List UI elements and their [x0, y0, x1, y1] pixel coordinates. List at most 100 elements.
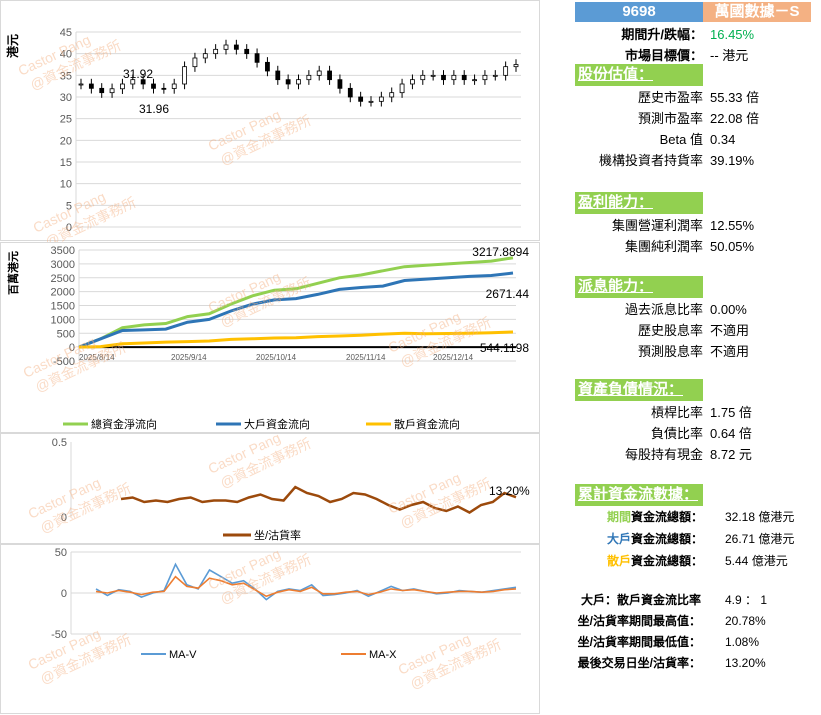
metric-row: 歷史股息率 不適用: [575, 320, 821, 341]
stat-row: 大戶：散戶資金流比率 4.9 ： 1: [575, 590, 821, 611]
legend-label: MA-V: [169, 649, 197, 661]
flow-value: 26.71 億港元: [725, 532, 795, 546]
metric-label: 集團營運利潤率: [611, 218, 703, 233]
legend-label: 坐/沽貨率: [254, 528, 301, 542]
stat-label: 坐/沽貨率期間最高值：: [577, 614, 701, 628]
y-tick-label: 500: [57, 328, 75, 340]
candle-body: [202, 53, 208, 59]
metric-row: 預測股息率 不適用: [575, 341, 821, 362]
candle-body: [78, 83, 84, 86]
candle-body: [347, 87, 353, 98]
metric-row: Beta 值 0.34: [575, 129, 821, 150]
flow-prefix: 散戶: [606, 554, 631, 568]
metric-value: 8.72 元: [710, 447, 752, 462]
x-tick-label: 2025/12/14: [433, 353, 474, 362]
flow-label: 期間資金流總額：: [607, 507, 703, 528]
candle-body: [482, 74, 488, 81]
candle-body: [130, 79, 136, 85]
candle-body: [151, 83, 156, 89]
metric-row: 機構投資者持貨率 39.19%: [575, 150, 821, 171]
candle-body: [244, 48, 250, 55]
y-tick-label: 50: [55, 547, 67, 559]
metric-label: 歷史市盈率: [637, 90, 703, 105]
candle-body: [161, 87, 167, 90]
flow-prefix: 期間: [606, 510, 631, 524]
flow-label: 大戶資金流總額：: [607, 529, 703, 550]
x-tick-label: 2025/10/14: [256, 353, 297, 362]
y-tick-label: 0: [61, 588, 67, 600]
legend-label: 總資金淨流向: [91, 417, 157, 431]
metric-label: 每股持有現金: [624, 447, 703, 462]
metric-value: 22.08 倍: [710, 111, 760, 126]
price-annotation: 31.96: [139, 102, 169, 116]
section-title: 派息能力：: [575, 276, 703, 298]
y-tick-label: 35: [60, 70, 72, 82]
summary-row: 市場目標價： -- 港元: [575, 45, 821, 66]
y-tick-label: 10: [60, 179, 72, 191]
metric-label: 預測市盈率: [637, 111, 703, 126]
metric-value: 不適用: [710, 344, 750, 359]
candle-body: [88, 83, 94, 89]
series-end-label: 3217.8894: [472, 245, 529, 259]
candle-body: [233, 44, 239, 50]
metric-label: 負債比率: [650, 426, 703, 441]
candle-body: [223, 44, 229, 50]
y-tick-label: 1000: [51, 314, 75, 326]
flow-row: 大戶資金流總額： 26.71 億港元: [575, 529, 821, 550]
y-tick-label: 20: [60, 135, 72, 147]
y-tick-label: 0: [66, 222, 72, 234]
metric-label: 預測股息率: [637, 344, 703, 359]
stat-value: 4.9 ： 1: [725, 593, 768, 607]
series-end-label: 2671.44: [486, 287, 530, 301]
section-title: 資產負債情況：: [575, 379, 703, 401]
y-tick-label: 2000: [51, 287, 75, 299]
y-tick-label: 25: [60, 114, 72, 126]
y-tick-label: -500: [53, 356, 75, 368]
y-tick-label: 15: [60, 157, 72, 169]
flow-suffix: 資金流總額：: [630, 554, 703, 568]
candle-body: [275, 70, 281, 81]
y-tick-label: 45: [60, 27, 72, 39]
series-line: [78, 256, 514, 349]
metric-row: 集團營運利潤率 12.55%: [575, 215, 821, 236]
fund-flow-chart: -5000500100015002000250030003500百萬港元2025…: [6, 245, 530, 431]
summary-row: 期間升/跌幅： 16.45%: [575, 24, 821, 45]
short-ratio-chart-panel: 0 0.5 13.20% 坐/沽貨率 Castor Pang @資金流事務所 Castor …: [0, 433, 540, 544]
metric-label: 集團純利潤率: [624, 239, 703, 254]
section-title: 累計資金流數據：: [575, 484, 703, 506]
candle-body: [461, 74, 467, 81]
y-tick-label: 2500: [51, 273, 75, 285]
y-tick-label: 0.5: [52, 437, 67, 449]
metric-label: 過去派息比率: [624, 302, 703, 317]
y-tick-label: 3000: [51, 259, 75, 271]
series-line: [120, 485, 517, 514]
candle-body: [378, 96, 384, 102]
series-end-label: 13.20%: [489, 484, 530, 498]
metric-value: 39.19%: [710, 153, 755, 168]
metric-value: 0.34: [710, 132, 736, 147]
metric-value: 不適用: [710, 323, 750, 338]
metric-value: 55.33 倍: [710, 90, 760, 105]
legend-label: 大戶資金流向: [244, 417, 310, 431]
metric-row: 負債比率 0.64 倍: [575, 423, 821, 444]
series-end-label: 544.1198: [480, 341, 529, 355]
price-chart-panel: 0 5 10 15 20 25 30 35 40 45 港元 31.92 31.96 Castor Pan…: [0, 0, 540, 242]
x-tick-label: 2025/11/14: [346, 353, 386, 362]
candle-body: [358, 96, 364, 102]
y-tick-label: 0: [61, 512, 67, 524]
candle-body: [399, 83, 405, 94]
stat-row: 最後交易日坐/沽貨率： 13.20%: [575, 653, 821, 674]
y-tick-label: 5: [66, 200, 72, 212]
candle-body: [451, 74, 457, 81]
candle-body: [492, 74, 498, 77]
x-tick-label: 2025/8/14: [79, 353, 115, 362]
y-axis-title: 百萬港元: [6, 251, 20, 295]
series-line: [95, 575, 517, 598]
candle-body: [120, 83, 125, 90]
candle-body: [265, 61, 270, 72]
flow-label: 散戶資金流總額：: [607, 551, 703, 572]
legend-label: MA-X: [369, 649, 397, 661]
candle-body: [327, 70, 332, 81]
